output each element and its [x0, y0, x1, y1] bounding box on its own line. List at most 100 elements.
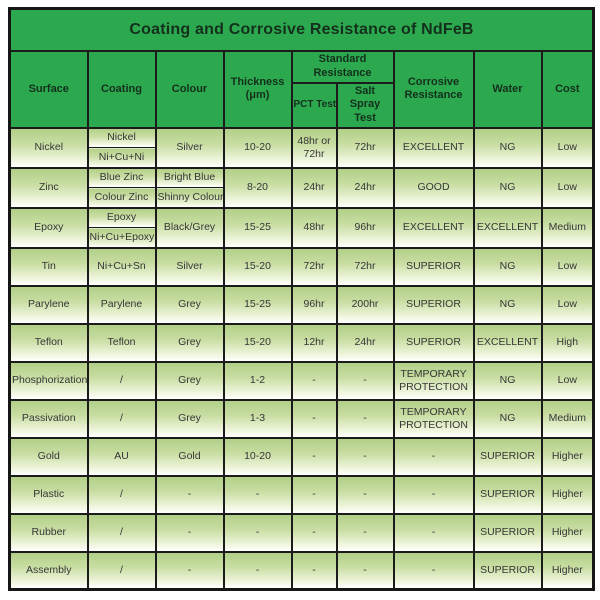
- table-row: Colour Zinc Shinny Colour: [10, 187, 594, 209]
- cell-thickness: 1-2: [222, 360, 293, 401]
- cell-colour: Gold: [154, 436, 225, 477]
- cell-salt-spray: 72hr: [335, 246, 395, 287]
- cell-colour: Black/Grey: [154, 206, 225, 249]
- cell-cost: Low: [540, 360, 595, 401]
- cell-salt-spray: 72hr: [335, 126, 395, 169]
- cell-salt-spray: -: [335, 550, 395, 591]
- table-title: Coating and Corrosive Resistance of NdFe…: [8, 7, 595, 52]
- col-header-pct-test: PCT Test: [290, 81, 338, 129]
- cell-cost: Higher: [540, 550, 595, 591]
- cell-corrosive: -: [392, 474, 475, 515]
- cell-surface: Nickel: [8, 126, 89, 169]
- cell-pct-test: -: [290, 436, 338, 477]
- table-row: Passivation / Grey 1-3 - - TEMPORARY PRO…: [8, 398, 595, 439]
- cell-corrosive: -: [392, 512, 475, 553]
- cell-pct-test: -: [290, 512, 338, 553]
- table-row: Ni+Cu+Ni: [10, 147, 594, 169]
- cell-colour: Grey: [154, 398, 225, 439]
- cell-cost: Low: [540, 126, 595, 169]
- table-title-row: Coating and Corrosive Resistance of NdFe…: [8, 7, 595, 52]
- cell-thickness: 8-20: [222, 166, 293, 209]
- cell-corrosive: SUPERIOR: [392, 322, 475, 363]
- cell-surface: Tin: [8, 246, 89, 287]
- table-row: Nickel Nickel Silver 10-20 48hr or 72hr …: [8, 126, 595, 169]
- cell-coating: /: [86, 474, 157, 515]
- cell-coating: Epoxy: [86, 206, 157, 229]
- cell-water: NG: [472, 398, 543, 439]
- cell-coating: /: [86, 550, 157, 591]
- col-header-water: Water: [472, 50, 543, 129]
- cell-pct-test: -: [290, 360, 338, 401]
- cell-colour: Silver: [154, 126, 225, 169]
- cell-colour: Grey: [154, 322, 225, 363]
- cell-pct-test: -: [290, 550, 338, 591]
- cell-colour: -: [154, 550, 225, 591]
- cell-water: SUPERIOR: [472, 474, 543, 515]
- col-header-standard-resistance: Standard Resistance: [290, 50, 395, 84]
- cell-corrosive: -: [392, 550, 475, 591]
- cell-corrosive: TEMPORARY PROTECTION: [392, 398, 475, 439]
- col-header-colour: Colour: [154, 50, 225, 129]
- cell-corrosive: TEMPORARY PROTECTION: [392, 360, 475, 401]
- cell-colour: -: [154, 474, 225, 515]
- cell-colour: -: [154, 512, 225, 553]
- cell-pct-test: 24hr: [290, 166, 338, 209]
- cell-coating: Ni+Cu+Sn: [86, 246, 157, 287]
- cell-water: EXCELLENT: [472, 322, 543, 363]
- cell-thickness: 15-25: [222, 284, 293, 325]
- cell-surface: Plastic: [8, 474, 89, 515]
- cell-water: NG: [472, 126, 543, 169]
- cell-water: EXCELLENT: [472, 206, 543, 249]
- cell-cost: Medium: [540, 398, 595, 439]
- cell-pct-test: 72hr: [290, 246, 338, 287]
- cell-coating: Ni+Cu+Ni: [86, 147, 157, 169]
- cell-thickness: -: [222, 550, 293, 591]
- cell-thickness: 10-20: [222, 436, 293, 477]
- table-row: Ni+Cu+Epoxy: [10, 227, 594, 249]
- cell-corrosive: -: [392, 436, 475, 477]
- cell-colour: Grey: [154, 284, 225, 325]
- standard-resistance-label: Standard Resistance: [313, 53, 372, 79]
- cell-thickness: 1-3: [222, 398, 293, 439]
- cell-salt-spray: 24hr: [335, 322, 395, 363]
- cell-coating: Nickel: [86, 126, 157, 149]
- col-header-corrosive-resistance: Corrosive Resistance: [392, 50, 475, 129]
- cell-surface: Zinc: [8, 166, 89, 209]
- cell-coating: /: [86, 398, 157, 439]
- cell-surface: Assembly: [8, 550, 89, 591]
- table-row: Assembly / - - - - - SUPERIOR Higher: [8, 550, 595, 591]
- cell-coating: Ni+Cu+Epoxy: [86, 227, 157, 249]
- cell-water: NG: [472, 360, 543, 401]
- cell-cost: Medium: [540, 206, 595, 249]
- cell-pct-test: 48hr: [290, 206, 338, 249]
- cell-thickness: 15-25: [222, 206, 293, 249]
- cell-cost: Higher: [540, 512, 595, 553]
- cell-pct-test: -: [290, 474, 338, 515]
- cell-salt-spray: 24hr: [335, 166, 395, 209]
- cell-pct-test: 96hr: [290, 284, 338, 325]
- cell-coating: /: [86, 360, 157, 401]
- cell-thickness: 15-20: [222, 322, 293, 363]
- cell-thickness: 15-20: [222, 246, 293, 287]
- cell-water: NG: [472, 166, 543, 209]
- table-row: Gold AU Gold 10-20 - - - SUPERIOR Higher: [8, 436, 595, 477]
- cell-pct-test: 48hr or 72hr: [290, 126, 338, 169]
- cell-surface: Parylene: [8, 284, 89, 325]
- cell-coating: Parylene: [86, 284, 157, 325]
- cell-water: NG: [472, 284, 543, 325]
- cell-cost: High: [540, 322, 595, 363]
- header-row-sub: PCT Test Salt Spray Test: [10, 81, 594, 129]
- cell-water: SUPERIOR: [472, 436, 543, 477]
- cell-cost: Low: [540, 246, 595, 287]
- cell-colour: Shinny Colour: [154, 187, 225, 209]
- cell-salt-spray: -: [335, 474, 395, 515]
- cell-coating: AU: [86, 436, 157, 477]
- cell-thickness: -: [222, 512, 293, 553]
- table-row: Tin Ni+Cu+Sn Silver 15-20 72hr 72hr SUPE…: [8, 246, 595, 287]
- cell-salt-spray: -: [335, 512, 395, 553]
- table-row: Rubber / - - - - - SUPERIOR Higher: [8, 512, 595, 553]
- cell-pct-test: 12hr: [290, 322, 338, 363]
- coating-resistance-table: Coating and Corrosive Resistance of NdFe…: [8, 7, 596, 592]
- cell-colour: Silver: [154, 246, 225, 287]
